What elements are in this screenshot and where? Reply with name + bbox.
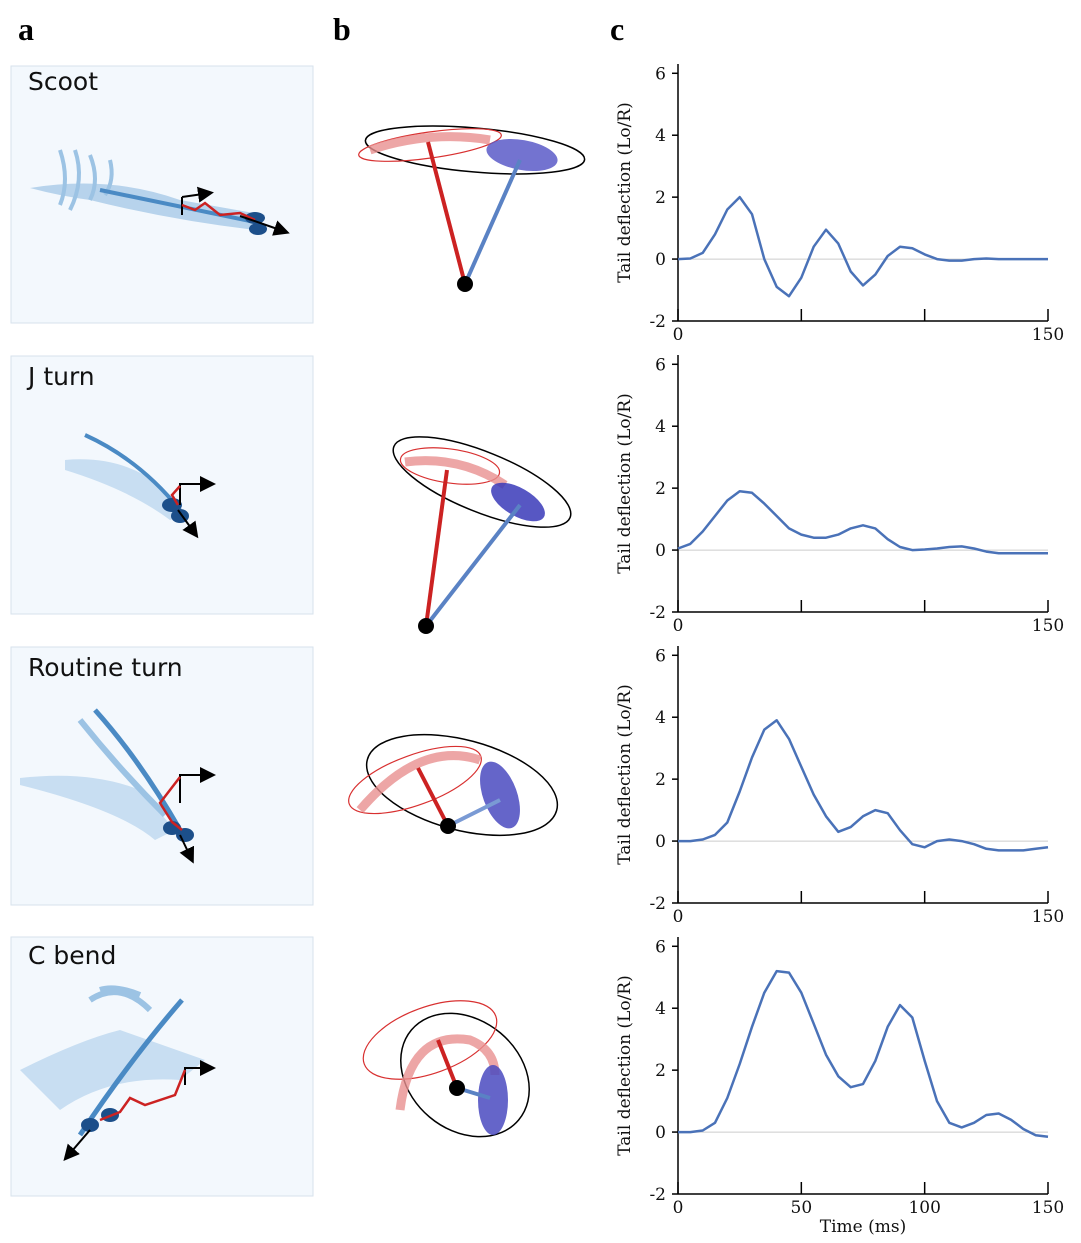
panel-a: Scoot J turn Routine turn C bend xyxy=(10,65,314,1197)
y-tick-label: 0 xyxy=(655,250,666,270)
panel-letter: b xyxy=(333,11,351,47)
y-tick-label: 6 xyxy=(655,64,666,84)
panel-letter: a xyxy=(18,11,34,47)
data-line xyxy=(677,489,1048,555)
x-tick-label: 50 xyxy=(791,1198,813,1218)
fish-overlay xyxy=(65,433,216,539)
y-tick-label: 0 xyxy=(655,541,666,561)
y-tick-label: 2 xyxy=(655,188,666,208)
data-line xyxy=(677,195,1048,298)
x-axis-label: Time (ms) xyxy=(820,1217,906,1237)
panel-b xyxy=(348,125,586,1138)
y-tick-label: 0 xyxy=(655,832,666,852)
x-tick-label: 150 xyxy=(1032,325,1064,345)
x-tick-label: 0 xyxy=(673,907,684,927)
y-tick-label: 4 xyxy=(655,999,666,1019)
pose-diagram xyxy=(392,436,572,634)
y-tick-label: 4 xyxy=(655,417,666,437)
y-tick-label: -2 xyxy=(649,603,666,623)
panel-letter: c xyxy=(610,11,624,47)
pose-diagram xyxy=(358,125,586,292)
x-tick-label: 150 xyxy=(1032,616,1064,636)
y-tick-label: 4 xyxy=(655,126,666,146)
y-tick-label: 6 xyxy=(655,937,666,957)
y-tick-label: 0 xyxy=(655,1123,666,1143)
data-line xyxy=(678,969,1049,1138)
x-tick-label: 150 xyxy=(1032,1198,1064,1218)
chart: -2 0 2 4 6 0 150 Tail deflection (Lo/R) xyxy=(615,64,1064,345)
fish-overlay xyxy=(20,708,216,864)
x-tick-label: 150 xyxy=(1032,907,1064,927)
chart: -2 0 2 4 6 0 50 100 150 Tail deflection (Lo/R) Tim… xyxy=(615,937,1064,1237)
x-tick-label: 0 xyxy=(673,616,684,636)
fish-overlay xyxy=(20,985,216,1162)
behavior-label: J turn xyxy=(26,362,95,391)
pose-diagram xyxy=(362,1000,530,1138)
y-tick-label: 6 xyxy=(655,646,666,666)
y-tick-label: 2 xyxy=(655,770,666,790)
y-tick-label: 2 xyxy=(655,479,666,499)
y-axis-label: Tail deflection (Lo/R) xyxy=(615,393,635,573)
behavior-label: Routine turn xyxy=(28,653,183,682)
chart: -2 0 2 4 6 0 150 Tail deflection (Lo/R) xyxy=(615,646,1064,927)
x-tick-label: 100 xyxy=(908,1198,940,1218)
y-tick-label: 6 xyxy=(655,355,666,375)
y-axis-label: Tail deflection (Lo/R) xyxy=(615,975,635,1155)
y-axis-label: Tail deflection (Lo/R) xyxy=(615,684,635,864)
y-tick-label: 4 xyxy=(655,708,666,728)
frame xyxy=(10,355,314,615)
x-tick-label: 0 xyxy=(673,325,684,345)
y-tick-label: -2 xyxy=(649,1185,666,1205)
data-line xyxy=(678,719,1049,852)
behavior-label: C bend xyxy=(28,941,116,970)
x-tick-label: 0 xyxy=(673,1198,684,1218)
y-axis-label: Tail deflection (Lo/R) xyxy=(615,102,635,282)
y-tick-label: -2 xyxy=(649,894,666,914)
fish-overlay xyxy=(30,149,290,236)
chart: -2 0 2 4 6 0 150 Tail deflection (Lo/R) xyxy=(615,355,1064,636)
behavior-label: Scoot xyxy=(28,67,98,96)
y-tick-label: -2 xyxy=(649,312,666,332)
y-tick-label: 2 xyxy=(655,1061,666,1081)
pose-diagram xyxy=(348,733,559,837)
